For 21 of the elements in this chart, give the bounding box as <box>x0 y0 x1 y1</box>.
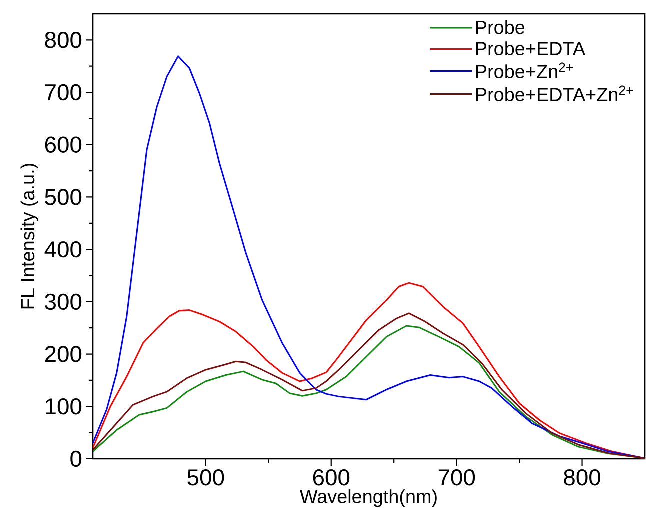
legend-label: Probe <box>476 20 525 34</box>
legend-label: Probe+Zn$^{2+}$ <box>476 62 574 78</box>
legend-label: Probe+EDTA+Zn$^{2+}$ <box>476 86 634 102</box>
line-series <box>93 56 646 459</box>
x-tick-label: 500 <box>188 470 224 486</box>
y-tick-label: 200 <box>45 346 82 362</box>
x-tick-label: 800 <box>564 470 601 486</box>
line-series <box>93 282 646 459</box>
y-tick-label: 700 <box>45 84 82 101</box>
x-axis-title: Wavelength(nm) <box>300 490 437 508</box>
y-tick-label: 800 <box>45 32 82 48</box>
y-tick-label: 600 <box>45 136 82 153</box>
x-tick-label: 600 <box>313 470 350 486</box>
y-tick-label: 0 <box>70 450 82 468</box>
y-tick-label: 400 <box>44 241 82 258</box>
y-tick-label: 100 <box>46 398 82 415</box>
legend-label: Probe+EDTA <box>476 42 586 56</box>
y-tick-label: 300 <box>45 294 82 310</box>
x-tick-label: 700 <box>438 470 476 486</box>
y-axis-title: FL Intensity (a.u.) <box>20 164 38 309</box>
y-tick-label: 500 <box>45 189 82 206</box>
